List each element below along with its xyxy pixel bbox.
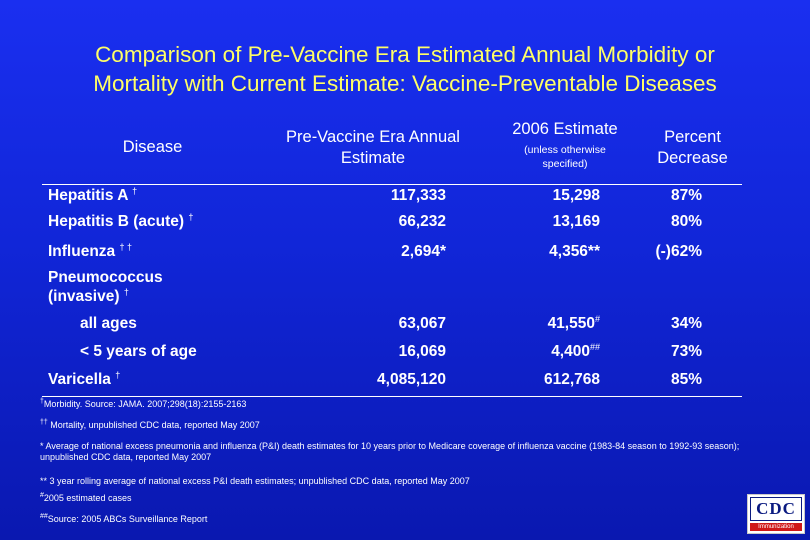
row-influenza-pct: (-)62% bbox=[655, 243, 702, 260]
header-percent-decrease: Percent Decrease bbox=[630, 127, 755, 169]
pneumococcus-line-1: Pneumococcus bbox=[48, 269, 163, 286]
row-pneumo-all-ages-est: 41,550# bbox=[547, 313, 600, 332]
row-pneumo-under5-pct: 73% bbox=[670, 343, 702, 360]
row-hepatitis-a-pre: 117,333 bbox=[390, 187, 446, 204]
footnote-influenza-average: * Average of national excess pneumonia a… bbox=[40, 441, 740, 462]
row-influenza-label: Influenza † † bbox=[48, 241, 132, 260]
header-pre-line-1: Pre-Vaccine Era Annual bbox=[286, 128, 460, 146]
row-hepatitis-b-pre: 66,232 bbox=[398, 213, 446, 230]
header-est-sub-1: (unless otherwise bbox=[524, 144, 606, 156]
slide-title: Comparison of Pre-Vaccine Era Estimated … bbox=[0, 40, 810, 98]
title-line-1: Comparison of Pre-Vaccine Era Estimated … bbox=[95, 42, 715, 67]
title-line-2: Mortality with Current Estimate: Vaccine… bbox=[93, 71, 717, 96]
row-hepatitis-b-label: Hepatitis B (acute) † bbox=[48, 211, 194, 230]
row-pneumo-under5-est: 4,400## bbox=[551, 341, 600, 360]
header-pct-line-2: Decrease bbox=[657, 149, 728, 167]
row-varicella-pct: 85% bbox=[670, 371, 702, 388]
row-hepatitis-a-pct: 87% bbox=[670, 187, 702, 204]
row-varicella-pre: 4,085,120 bbox=[377, 371, 446, 388]
header-pre-line-2: Estimate bbox=[340, 149, 406, 167]
table-bottom-rule bbox=[42, 396, 742, 397]
header-pre-vaccine: Pre-Vaccine Era Annual Estimate bbox=[268, 127, 478, 169]
row-pneumo-all-ages-pre: 63,067 bbox=[398, 315, 446, 332]
header-pct-line-1: Percent bbox=[664, 128, 721, 146]
pneumococcus-line-2: (invasive) † bbox=[48, 286, 129, 305]
header-rule bbox=[42, 184, 742, 185]
cdc-logo-bar: Immunization bbox=[750, 523, 802, 531]
row-pneumo-all-ages-label: all ages bbox=[80, 315, 137, 332]
header-disease: Disease bbox=[122, 138, 183, 156]
row-varicella-est: 612,768 bbox=[543, 371, 600, 388]
row-hepatitis-a-est: 15,298 bbox=[552, 187, 600, 204]
footnote-rolling-average: ** 3 year rolling average of national ex… bbox=[40, 476, 470, 486]
row-influenza-est: 4,356** bbox=[549, 243, 600, 260]
row-hepatitis-a-label: Hepatitis A † bbox=[48, 185, 138, 204]
footnote-morbidity: †Morbidity. Source: JAMA. 2007;298(18):2… bbox=[40, 398, 247, 409]
cdc-logo-text: CDC bbox=[750, 497, 802, 521]
cdc-logo: CDC Immunization bbox=[747, 494, 805, 534]
row-pneumo-all-ages-pct: 34% bbox=[670, 315, 702, 332]
footnote-estimated-cases: #2005 estimated cases bbox=[40, 492, 132, 503]
header-est-line-1: 2006 Estimate bbox=[512, 120, 618, 138]
row-pneumo-under5-label: < 5 years of age bbox=[80, 343, 197, 360]
header-est-sub-2: specified) bbox=[542, 158, 588, 170]
row-influenza-pre: 2,694* bbox=[401, 243, 446, 260]
row-hepatitis-b-est: 13,169 bbox=[552, 213, 600, 230]
header-2006-estimate: 2006 Estimate (unless otherwise specifie… bbox=[490, 119, 640, 171]
row-varicella-label: Varicella † bbox=[48, 369, 121, 388]
row-hepatitis-b-pct: 80% bbox=[670, 213, 702, 230]
row-pneumo-under5-pre: 16,069 bbox=[398, 343, 446, 360]
footnote-mortality: †† Mortality, unpublished CDC data, repo… bbox=[40, 419, 260, 430]
footnote-abcs-source: ##Source: 2005 ABCs Surveillance Report bbox=[40, 513, 208, 524]
row-pneumococcus-label: Pneumococcus (invasive) † bbox=[48, 268, 163, 306]
